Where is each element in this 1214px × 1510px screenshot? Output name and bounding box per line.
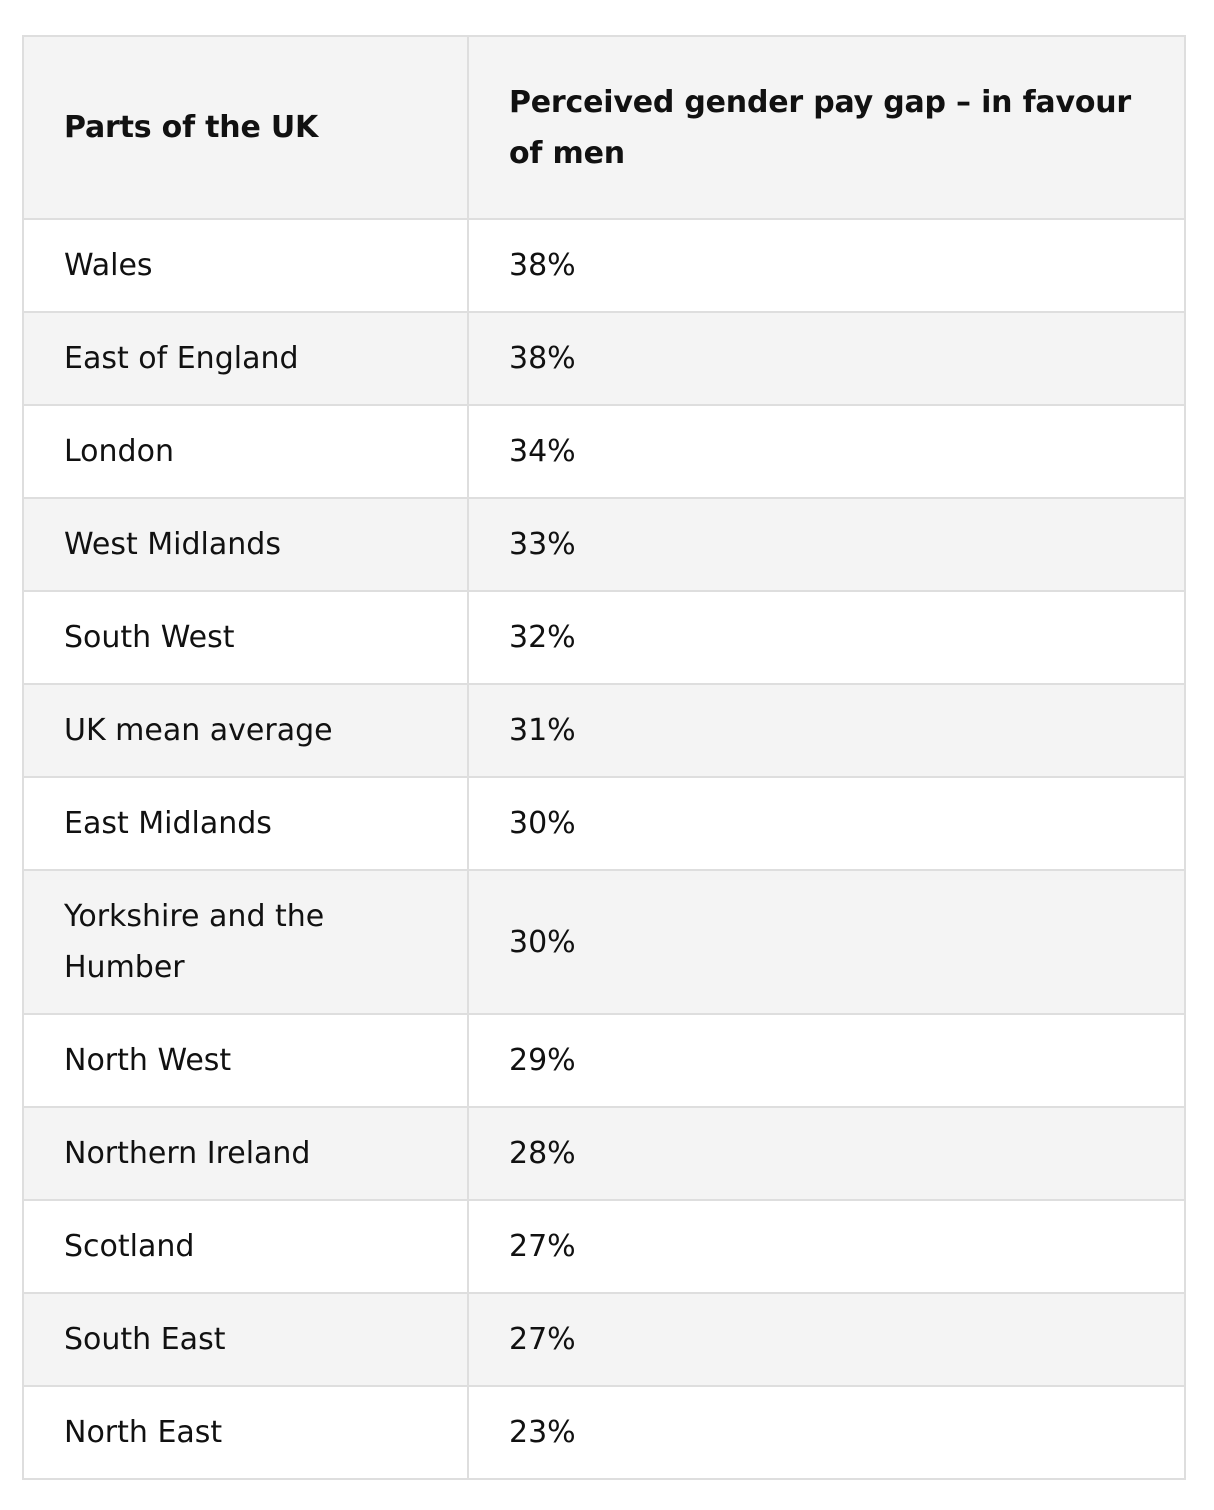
pay-gap-cell: 30% — [467, 869, 1186, 1015]
region-cell: North West — [22, 1013, 469, 1108]
region-cell: South West — [22, 590, 469, 685]
pay-gap-cell: 27% — [467, 1292, 1186, 1387]
pay-gap-cell: 23% — [467, 1385, 1186, 1480]
table-row: East Midlands 30% — [22, 776, 1186, 871]
region-cell: Wales — [22, 218, 469, 313]
region-cell: London — [22, 404, 469, 499]
table-row: Northern Ireland 28% — [22, 1106, 1186, 1201]
region-cell: Northern Ireland — [22, 1106, 469, 1201]
pay-gap-table: Parts of the UK Perceived gender pay gap… — [22, 35, 1186, 1480]
table-row: London 34% — [22, 404, 1186, 499]
pay-gap-cell: 31% — [467, 683, 1186, 778]
pay-gap-cell: 27% — [467, 1199, 1186, 1294]
table-row: North East 23% — [22, 1385, 1186, 1480]
region-cell: East of England — [22, 311, 469, 406]
region-cell: East Midlands — [22, 776, 469, 871]
table-row: UK mean average 31% — [22, 683, 1186, 778]
table-row: East of England 38% — [22, 311, 1186, 406]
header-pay-gap: Perceived gender pay gap – in favour of … — [467, 35, 1186, 220]
header-region: Parts of the UK — [22, 35, 469, 220]
table-row: Wales 38% — [22, 218, 1186, 313]
table-header-row: Parts of the UK Perceived gender pay gap… — [22, 35, 1186, 220]
pay-gap-cell: 32% — [467, 590, 1186, 685]
region-cell: Yorkshire and the Humber — [22, 869, 469, 1015]
pay-gap-cell: 38% — [467, 218, 1186, 313]
pay-gap-cell: 38% — [467, 311, 1186, 406]
pay-gap-cell: 33% — [467, 497, 1186, 592]
pay-gap-cell: 28% — [467, 1106, 1186, 1201]
region-cell: South East — [22, 1292, 469, 1387]
data-table-container: Parts of the UK Perceived gender pay gap… — [22, 35, 1186, 1480]
table-row: South West 32% — [22, 590, 1186, 685]
region-cell: UK mean average — [22, 683, 469, 778]
table-row: Yorkshire and the Humber 30% — [22, 869, 1186, 1015]
pay-gap-cell: 29% — [467, 1013, 1186, 1108]
table-row: North West 29% — [22, 1013, 1186, 1108]
pay-gap-cell: 34% — [467, 404, 1186, 499]
region-cell: West Midlands — [22, 497, 469, 592]
pay-gap-cell: 30% — [467, 776, 1186, 871]
table-row: West Midlands 33% — [22, 497, 1186, 592]
region-cell: North East — [22, 1385, 469, 1480]
table-row: Scotland 27% — [22, 1199, 1186, 1294]
table-row: South East 27% — [22, 1292, 1186, 1387]
region-cell: Scotland — [22, 1199, 469, 1294]
